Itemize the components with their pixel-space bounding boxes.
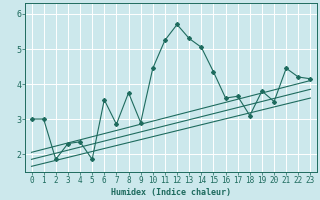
X-axis label: Humidex (Indice chaleur): Humidex (Indice chaleur) xyxy=(111,188,231,197)
